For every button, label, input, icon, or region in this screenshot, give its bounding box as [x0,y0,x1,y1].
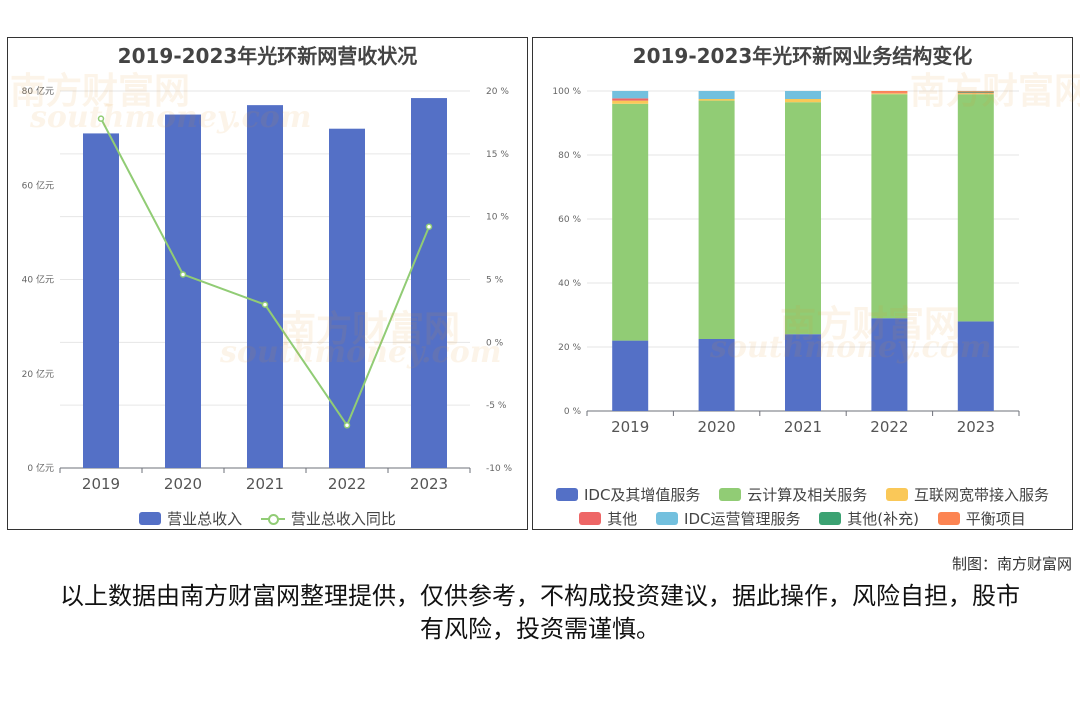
segment-2 [698,100,735,339]
segment-2 [612,103,649,341]
legend-item-balance[interactable]: 平衡项目 [937,507,1026,529]
y-tick-label: 20 % [558,343,581,353]
segment-4 [871,92,908,94]
x-tick-label: 2021 [784,418,822,436]
legend-item-revenue-yoy[interactable]: 营业总收入同比 [260,508,396,529]
y-tick-label: 60 % [558,215,581,225]
segment-5 [785,91,821,99]
x-tick-label: 2020 [698,418,736,436]
revenue-bar [247,105,283,468]
segment-1 [871,318,908,411]
legend-swatch-broadband [886,488,908,501]
y-right-tick-label: -10 % [486,464,513,474]
legend-label-other-supplement: 其他(补充) [847,510,919,528]
legend-label-revenue-yoy: 营业总收入同比 [290,510,396,528]
legend-swatch-idc-ops [656,512,679,525]
x-tick-label: 2019 [611,418,649,436]
segment-1 [957,321,994,411]
y-right-tick-label: 5 % [486,276,504,286]
legend-item-idc[interactable]: IDC及其增值服务 [555,483,701,507]
legend-swatch-other [579,512,602,525]
disclaimer-text: 以上数据由南方财富网整理提供，仅供参考，不构成投资建议，据此操作，风险自担，股市… [60,582,1020,643]
legend-label-revenue: 营业总收入 [167,510,243,528]
y-tick-label: 100 % [552,87,581,97]
segment-5 [612,91,649,99]
segment-1 [785,334,821,411]
segment-2 [871,94,908,319]
segment-4 [612,98,649,101]
y-tick-label: 80 % [558,151,581,161]
legend-label-cloud: 云计算及相关服务 [747,486,868,504]
y-right-tick-label: 15 % [486,150,509,160]
revenue-chart-panel: 2019-2023年光环新网营收状况 0 亿元 20 亿元 40 亿元 60 亿元 80… [7,37,528,530]
segment-3 [612,100,649,104]
revenue-yoy-point [343,422,351,429]
x-tick-label: 2020 [164,475,202,493]
segment-2 [785,102,821,335]
segment-7 [957,91,994,92]
segment-4 [957,92,994,94]
revenue-bar [165,114,201,468]
segment-7 [871,91,908,93]
segment-3 [957,93,994,95]
legend-item-other[interactable]: 其他 [579,507,638,529]
y-tick-label: 0 % [564,407,582,417]
x-tick-label: 2022 [870,418,908,436]
legend-item-idc-ops[interactable]: IDC运营管理服务 [656,507,801,529]
y-right-tick-label: 20 % [486,87,509,97]
segment-3 [785,99,821,103]
x-tick-label: 2022 [328,475,366,493]
segment-3 [871,93,908,95]
business-structure-chart: 0 % 20 % 40 % 60 % 80 % 100 % 2019 2020 2021 2022… [552,87,1020,436]
legend-swatch-cloud [719,488,742,501]
legend-item-other-supplement[interactable]: 其他(补充) [819,507,919,529]
segment-1 [612,340,649,411]
legend-swatch-balance [937,512,960,525]
revenue-bar [329,128,365,468]
y-right-tick-label: 10 % [486,213,509,223]
revenue-chart: 0 亿元 20 亿元 40 亿元 60 亿元 80 亿元 -10 % -5 % 0 % 5 % 1… [22,85,513,493]
segment-3 [698,99,735,101]
x-tick-label: 2023 [410,475,448,493]
business-structure-chart-title: 2019-2023年光环新网业务结构变化 [632,44,973,68]
revenue-yoy-point [261,301,269,308]
segment-6 [957,91,994,93]
segment-5 [698,91,735,99]
revenue-chart-legend: 营业总收入 营业总收入同比 [8,508,527,529]
x-tick-label: 2021 [246,475,284,493]
legend-swatch-other-supplement [819,512,842,525]
revenue-yoy-point [97,115,105,122]
y-left-tick-label: 40 亿元 [22,274,54,286]
legend-swatch-idc [555,488,578,501]
x-tick-label: 2023 [957,418,995,436]
y-left-tick-label: 60 亿元 [22,179,54,191]
revenue-yoy-point [179,271,187,278]
y-left-tick-label: 80 亿元 [22,85,54,97]
legend-swatch-revenue-yoy [260,512,285,525]
legend-item-broadband[interactable]: 互联网宽带接入服务 [886,483,1049,507]
y-left-tick-label: 20 亿元 [22,368,54,380]
segment-1 [698,339,735,411]
legend-label-balance: 平衡项目 [965,510,1026,528]
legend-label-idc: IDC及其增值服务 [583,486,701,504]
x-tick-label: 2019 [82,475,120,493]
legend-label-broadband: 互联网宽带接入服务 [914,486,1050,504]
revenue-bar [83,133,119,468]
business-structure-legend: IDC及其增值服务 云计算及相关服务 互联网宽带接入服务 其他 IDC运营管理服… [533,483,1072,529]
revenue-chart-title: 2019-2023年光环新网营收状况 [117,44,418,68]
y-left-tick-label: 0 亿元 [27,462,54,474]
chart-credit: 制图：南方财富网 [951,555,1072,573]
legend-item-cloud[interactable]: 云计算及相关服务 [719,483,867,507]
y-right-tick-label: 0 % [486,338,504,348]
legend-item-revenue[interactable]: 营业总收入 [139,508,242,529]
legend-swatch-revenue [139,512,162,525]
revenue-yoy-point [425,223,433,230]
revenue-bar [411,98,447,468]
y-right-tick-label: -5 % [486,401,507,411]
business-structure-chart-panel: 2019-2023年光环新网业务结构变化 0 % 20 % 40 % 60 % 80 %… [532,37,1073,530]
legend-label-idc-ops: IDC运营管理服务 [684,510,801,528]
segment-2 [957,94,994,322]
legend-label-other: 其他 [607,510,638,528]
y-tick-label: 40 % [558,279,581,289]
